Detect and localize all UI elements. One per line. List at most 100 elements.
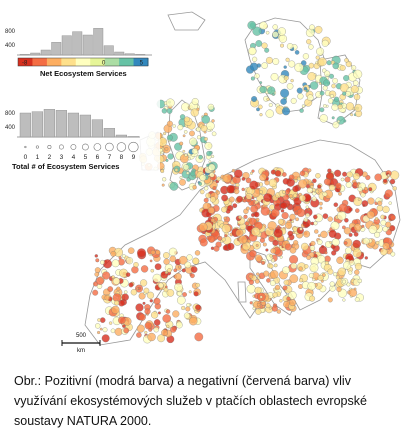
site-dot: [189, 170, 196, 177]
site-dot: [183, 164, 190, 171]
site-dot: [182, 134, 186, 138]
site-dot: [277, 225, 280, 228]
site-dot: [377, 200, 383, 206]
site-dot: [125, 257, 134, 265]
site-dot: [334, 169, 342, 177]
site-dot: [368, 225, 378, 234]
site-dot: [137, 248, 146, 258]
total-hist-bar: [79, 114, 92, 138]
site-dot: [188, 290, 192, 294]
site-dot: [307, 72, 316, 81]
site-dot: [309, 245, 316, 251]
site-dot: [160, 169, 165, 173]
site-dot: [206, 121, 215, 131]
total-count-label: 6: [96, 154, 100, 161]
site-dot: [319, 201, 323, 206]
site-dot: [256, 63, 261, 68]
site-dot: [306, 255, 312, 260]
site-dot: [111, 275, 115, 279]
site-dot: [333, 202, 339, 207]
site-dot: [327, 216, 333, 222]
site-dot: [248, 279, 254, 285]
total-count-label: 7: [108, 154, 112, 161]
site-dot: [336, 256, 344, 264]
site-dot: [136, 332, 142, 338]
total-count-labels: 0 1 2 3 4 5 6 7 8 9: [24, 154, 136, 161]
site-dot: [177, 265, 182, 269]
total-size-circle: [105, 142, 114, 152]
site-dot: [350, 113, 354, 117]
site-dot: [250, 76, 255, 81]
site-dot: [263, 193, 273, 202]
site-dot: [125, 272, 131, 277]
site-dot: [354, 297, 360, 302]
site-dot: [357, 278, 362, 284]
site-dot: [241, 177, 246, 181]
site-dot: [169, 181, 179, 191]
site-dot: [342, 298, 346, 302]
site-dot: [144, 308, 151, 315]
site-dot: [267, 221, 277, 231]
site-dot: [131, 266, 139, 274]
site-dot: [271, 305, 278, 312]
site-dot: [118, 316, 126, 325]
net-hist-bar: [82, 34, 93, 56]
site-dot: [189, 137, 198, 146]
site-dot: [343, 75, 350, 82]
site-dot: [309, 24, 315, 31]
site-dot: [324, 70, 331, 77]
site-dot: [223, 216, 227, 220]
site-dot: [319, 90, 325, 96]
site-dot: [348, 270, 353, 275]
site-dot: [342, 225, 346, 230]
total-size-circle: [70, 144, 77, 150]
site-dot: [306, 187, 313, 194]
site-dot: [259, 173, 267, 182]
site-dot: [152, 273, 162, 283]
site-dot: [351, 65, 357, 71]
site-dot: [259, 113, 263, 117]
site-dot: [336, 286, 342, 292]
site-dot: [216, 176, 221, 182]
site-dot: [136, 324, 145, 333]
site-dot: [99, 327, 103, 331]
site-dot: [221, 194, 228, 202]
site-dot: [256, 217, 260, 222]
site-dot: [296, 208, 306, 218]
site-dot: [255, 243, 259, 247]
site-dot: [265, 303, 271, 309]
net-hist-bar: [30, 52, 41, 56]
site-dot: [265, 248, 269, 252]
site-dot: [227, 242, 235, 251]
site-dot: [210, 218, 215, 223]
site-dot: [261, 62, 268, 69]
site-dot: [316, 47, 325, 56]
site-dot: [278, 34, 287, 43]
site-dot: [342, 91, 347, 96]
site-dot: [309, 263, 319, 273]
site-dot: [289, 274, 299, 284]
site-dot: [268, 263, 274, 269]
site-dot: [164, 285, 168, 289]
net-color-step: [133, 58, 149, 66]
net-color-scale: [18, 58, 149, 66]
net-color-step: [90, 58, 106, 66]
site-dot: [128, 282, 134, 288]
net-scale-max: 5: [140, 61, 144, 67]
site-dot: [308, 272, 314, 279]
total-size-circle: [35, 145, 39, 149]
net-color-step: [61, 58, 77, 66]
site-dot: [269, 270, 279, 279]
site-dot: [150, 249, 156, 255]
site-dot: [172, 310, 180, 318]
total-hist-bar: [31, 111, 44, 138]
site-dot: [114, 300, 120, 306]
site-dot: [150, 268, 155, 273]
site-dot: [256, 107, 260, 112]
site-dot: [332, 62, 340, 70]
site-dot: [346, 282, 351, 287]
site-dot: [313, 221, 318, 226]
site-dot: [298, 266, 303, 271]
site-dot: [343, 227, 351, 235]
site-dot: [328, 184, 336, 191]
